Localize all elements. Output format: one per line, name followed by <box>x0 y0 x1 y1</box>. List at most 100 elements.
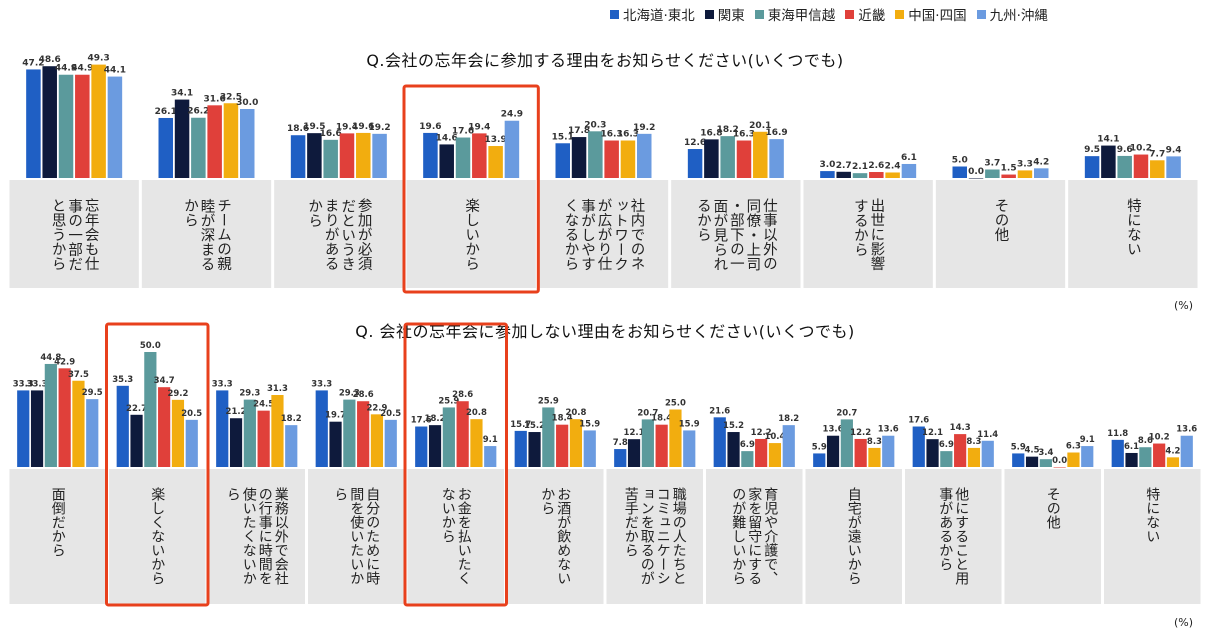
category-box <box>803 180 933 288</box>
bar <box>968 178 984 179</box>
bar <box>144 352 157 467</box>
bar <box>323 139 338 178</box>
data-label: 5.0 <box>952 156 968 166</box>
category-label: 育児や介護で、家を留守にするのが難しいから <box>730 486 778 585</box>
data-label: 19.4 <box>336 122 358 132</box>
legend-item: 東海甲信越 <box>754 4 836 24</box>
data-label: 13.6 <box>878 425 899 435</box>
data-label: 12.2 <box>751 428 772 438</box>
bar <box>952 166 967 178</box>
data-label: 10.2 <box>1130 144 1152 154</box>
bar <box>339 133 355 178</box>
data-label: 19.2 <box>633 123 655 133</box>
data-label: 0.0 <box>968 167 984 177</box>
bar <box>158 117 173 178</box>
data-label: 20.5 <box>181 409 202 419</box>
bar <box>669 409 682 467</box>
bar <box>307 133 322 178</box>
data-label: 21.6 <box>709 406 730 416</box>
data-label: 19.4 <box>468 122 490 132</box>
category-box <box>905 469 1002 604</box>
data-label: 13.9 <box>485 135 507 145</box>
chart-legend: 北海道·東北 関東 東海甲信越 近畿 中国·四国 九州·沖縄 <box>610 4 1048 24</box>
data-label: 12.6 <box>684 138 706 148</box>
bar <box>75 74 90 178</box>
category-box <box>308 469 405 604</box>
data-label: 14.1 <box>1097 135 1119 145</box>
bar <box>58 368 71 467</box>
category-label: 楽しいから <box>463 198 479 271</box>
data-label: 13.6 <box>823 425 844 435</box>
data-label: 33.3 <box>27 379 48 389</box>
bar <box>627 439 641 467</box>
data-label: 26.2 <box>187 107 209 117</box>
bar <box>472 133 487 178</box>
category-label: 特にない <box>1144 487 1160 543</box>
data-label: 29.5 <box>82 388 103 398</box>
bar <box>356 132 371 178</box>
bar <box>86 399 99 467</box>
data-label: 44.9 <box>71 64 93 74</box>
data-label: 32.5 <box>220 92 242 102</box>
category-label: チームの親睦が深まるから <box>182 198 231 272</box>
legend-item: 中国·四国 <box>895 4 967 24</box>
bar <box>17 390 30 467</box>
bar <box>329 421 342 467</box>
data-label: 22.9 <box>366 403 387 413</box>
bar <box>384 419 397 467</box>
category-box <box>208 469 305 604</box>
category-box <box>274 180 404 288</box>
data-label: 30.0 <box>236 98 258 108</box>
bar <box>683 430 696 467</box>
bar <box>852 173 868 178</box>
data-label: 20.5 <box>380 409 401 419</box>
bar <box>1166 156 1181 178</box>
bar <box>569 419 583 467</box>
legend-label: 中国·四国 <box>908 8 967 24</box>
bar <box>727 432 740 467</box>
bar <box>343 399 356 467</box>
data-label: 7.7 <box>1149 149 1165 159</box>
category-box <box>9 469 106 604</box>
data-label: 33.3 <box>13 379 34 389</box>
bar <box>488 146 503 178</box>
bar <box>423 132 438 178</box>
data-label: 15.9 <box>579 419 600 429</box>
data-label: 18.2 <box>778 414 799 424</box>
data-label: 15.1 <box>552 132 574 142</box>
bar <box>1153 443 1166 467</box>
bar <box>1111 439 1124 467</box>
bar <box>840 419 853 467</box>
bar <box>72 380 85 467</box>
data-label: 29.3 <box>239 389 260 399</box>
data-label: 8.3 <box>966 437 981 447</box>
data-label: 18.2 <box>281 414 302 424</box>
bar <box>290 135 306 178</box>
data-label: 33.3 <box>311 379 332 389</box>
bar <box>769 139 784 178</box>
category-box <box>507 469 604 604</box>
category-box <box>406 180 536 288</box>
bar <box>1067 452 1080 467</box>
data-label: 10.4 <box>764 432 785 442</box>
data-label: 9.1 <box>1080 435 1095 445</box>
bar <box>1025 456 1039 467</box>
bar <box>571 137 587 178</box>
data-label: 8.6 <box>1138 436 1153 446</box>
data-label: 6.9 <box>939 440 954 450</box>
bar <box>1053 467 1066 468</box>
bar <box>58 74 74 178</box>
data-label: 48.6 <box>39 55 61 65</box>
data-label: 18.4 <box>552 414 573 424</box>
category-label: その他 <box>1045 487 1061 530</box>
data-label: 25.0 <box>665 399 686 409</box>
bar <box>912 426 925 467</box>
bar <box>271 395 284 467</box>
legend-swatch <box>976 9 986 19</box>
bar <box>869 172 884 178</box>
data-label: 6.1 <box>1124 442 1139 452</box>
bar <box>91 64 106 178</box>
legend-label: 東海甲信越 <box>767 8 836 24</box>
data-label: 17.6 <box>411 416 432 426</box>
bar <box>42 66 57 178</box>
